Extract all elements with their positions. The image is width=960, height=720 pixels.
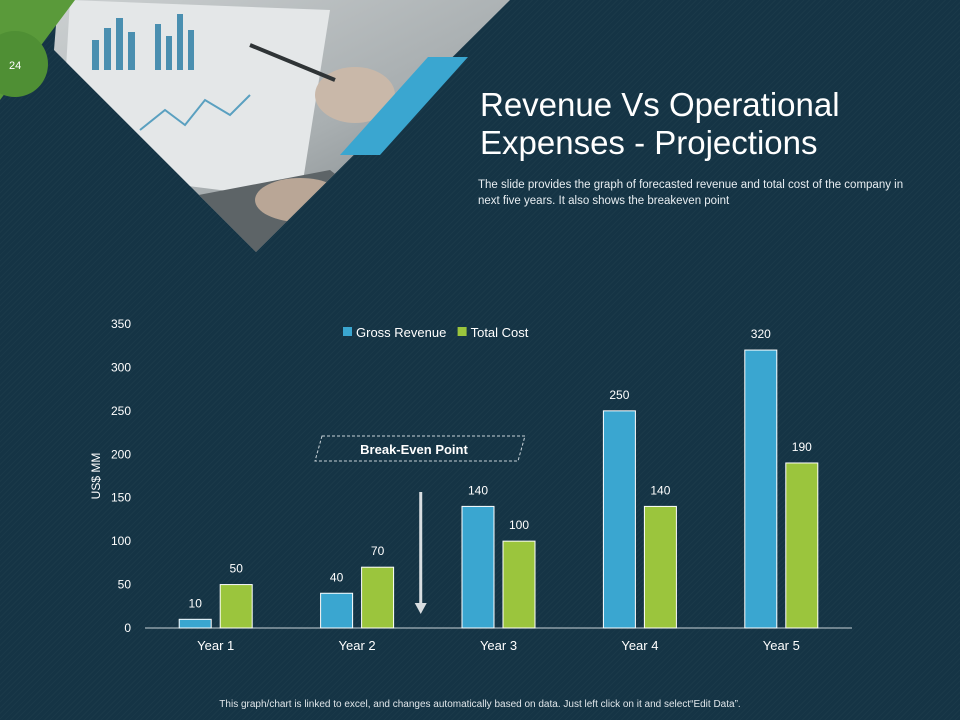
slide-description: The slide provides the graph of forecast… [478, 179, 904, 207]
y-tick-label: 200 [111, 447, 131, 461]
data-label: 70 [371, 544, 385, 558]
bar-gross-revenue [602, 410, 636, 629]
x-tick-label: Year 4 [621, 638, 658, 653]
x-tick-label: Year 2 [339, 638, 376, 653]
y-tick-label: 100 [111, 534, 131, 548]
bar-gross-revenue [461, 505, 495, 629]
break-even-box [314, 435, 526, 462]
x-tick-label: Year 5 [763, 638, 800, 653]
bar-gross-revenue [744, 349, 778, 629]
bar-total-cost [219, 584, 253, 629]
data-label: 320 [751, 327, 771, 341]
data-label: 50 [230, 562, 244, 576]
y-tick-label: 250 [111, 404, 131, 418]
y-tick-label: 150 [111, 491, 131, 505]
legend-swatch [457, 327, 467, 336]
title-line-2: Expenses - Projections [480, 124, 818, 161]
legend-swatch [343, 327, 352, 336]
data-label: 100 [509, 518, 529, 532]
data-label: 140 [650, 483, 670, 497]
y-tick-label: 50 [118, 578, 132, 592]
data-label: 10 [189, 596, 203, 610]
bar-total-cost [502, 540, 536, 629]
slide-number: 24 [9, 60, 22, 72]
x-tick-label: Year 3 [480, 638, 517, 653]
data-label: 40 [330, 570, 344, 584]
title-line-1: Revenue Vs Operational [480, 86, 840, 123]
data-label: 140 [468, 483, 488, 497]
legend-label: Total Cost [471, 325, 529, 340]
legend-label: Gross Revenue [356, 325, 446, 340]
y-tick-label: 0 [124, 621, 131, 635]
y-tick-label: 350 [111, 317, 131, 331]
y-axis-label: US$ MM [89, 453, 103, 500]
bar-gross-revenue [178, 618, 212, 629]
data-label: 250 [609, 388, 629, 402]
x-tick-label: Year 1 [197, 638, 234, 653]
break-even-arrow-head [414, 603, 427, 614]
page-title: Revenue Vs Operational Expenses - Projec… [480, 86, 920, 162]
data-label: 190 [792, 440, 812, 454]
break-even-label: Break-Even Point [360, 442, 468, 457]
bar-gross-revenue [320, 592, 354, 629]
y-tick-label: 300 [111, 360, 131, 374]
bar-total-cost [361, 566, 395, 629]
bar-total-cost [643, 505, 677, 629]
bar-total-cost [785, 462, 819, 629]
footnote: This graph/chart is linked to excel, and… [219, 699, 741, 710]
